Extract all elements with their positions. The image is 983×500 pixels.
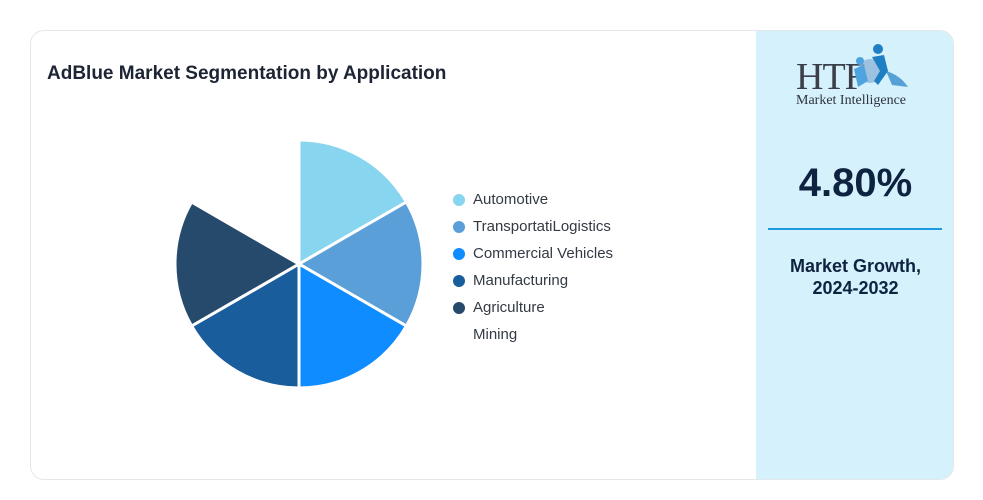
chart-card: AdBlue Market Segmentation by Applicatio… <box>30 30 954 480</box>
legend-label: TransportatiLogistics <box>473 218 611 235</box>
legend-swatch <box>453 247 465 260</box>
divider <box>768 228 942 230</box>
legend-item: TransportatiLogistics <box>453 213 613 240</box>
pie-slice-mining <box>189 138 301 267</box>
pie-slice-agriculture <box>173 199 302 329</box>
legend-swatch <box>453 274 465 287</box>
growth-label-line1: Market Growth, <box>789 256 922 276</box>
legend-label: Manufacturing <box>473 272 569 289</box>
htf-logo: HTF Market Intelligence <box>792 41 922 115</box>
legend-label: Agriculture <box>473 299 545 316</box>
pie-slice-transportatilogistics <box>296 199 425 329</box>
pie-chart <box>173 138 425 390</box>
legend-swatch <box>453 301 465 314</box>
legend-item: Commercial Vehicles <box>453 240 613 267</box>
growth-label-line2: 2024-2032 <box>812 278 899 298</box>
legend-item: Agriculture <box>453 294 613 321</box>
legend-item: Automotive <box>453 186 613 213</box>
legend-label: Commercial Vehicles <box>473 245 614 262</box>
growth-value: 4.80% <box>798 161 913 205</box>
legend-item: Mining <box>453 321 613 348</box>
legend-label: Mining <box>473 326 518 343</box>
legend-swatch <box>453 220 465 233</box>
legend-swatch <box>453 193 465 206</box>
legend-label: Automotive <box>473 191 549 208</box>
pie-slice-automotive <box>297 138 409 267</box>
legend-swatch <box>453 328 465 341</box>
chart-legend: Automotive TransportatiLogistics Commercia… <box>453 186 613 348</box>
pie-slice-manufacturing <box>189 261 301 390</box>
logo-subtitle: Market Intelligence <box>796 93 907 108</box>
logo-figures-icon <box>854 44 908 87</box>
growth-panel: HTF Market Intelligence 4.80% Market Gro… <box>756 31 953 479</box>
legend-item: Manufacturing <box>453 267 613 294</box>
growth-label: Market Growth, 2024-2032 <box>756 255 953 299</box>
logo-text: HTF <box>796 56 866 98</box>
chart-title: AdBlue Market Segmentation by Applicatio… <box>47 63 447 84</box>
pie-slice-commercial-vehicles <box>297 261 409 390</box>
